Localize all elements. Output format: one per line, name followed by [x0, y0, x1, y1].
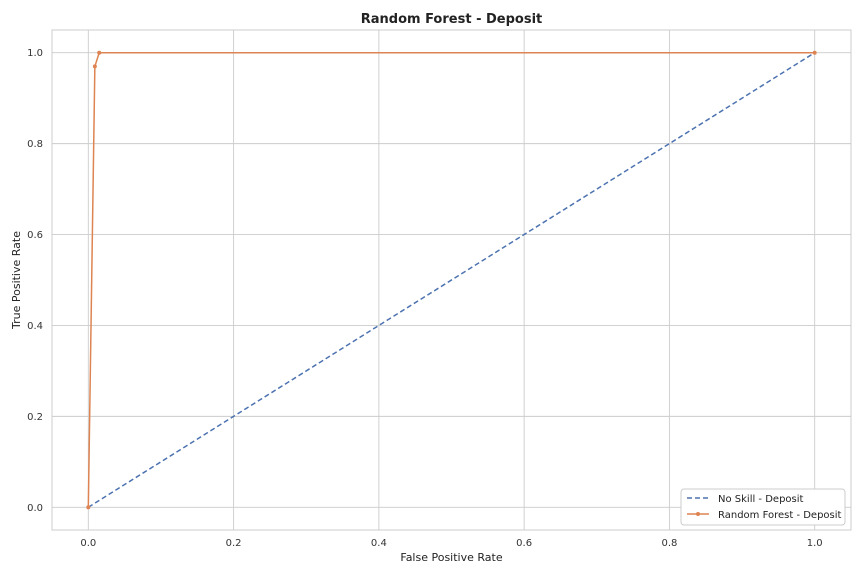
tick-labels: 0.0 0.2 0.4 0.6 0.8 1.0 0.0 0.2 0.4 0.6 0.8 1.0: [27, 48, 823, 549]
y-tick-label: 0.8: [27, 139, 43, 150]
x-axis-label: False Positive Rate: [400, 551, 502, 564]
y-tick-label: 0.6: [27, 230, 43, 241]
legend-marker-random-forest: [696, 512, 700, 516]
x-tick-label: 0.2: [226, 538, 242, 549]
x-tick-label: 1.0: [807, 538, 823, 549]
y-tick-label: 0.0: [27, 503, 43, 514]
x-tick-label: 0.8: [661, 538, 677, 549]
y-tick-label: 0.4: [27, 321, 43, 332]
series-point: [92, 64, 97, 69]
legend: No Skill - Deposit Random Forest - Depos…: [680, 488, 846, 526]
legend-label-random-forest: Random Forest - Deposit: [718, 510, 842, 521]
axes-frame: [51, 29, 852, 531]
y-tick-label: 1.0: [27, 48, 43, 59]
series-point: [812, 50, 817, 55]
x-tick-label: 0.4: [371, 538, 387, 549]
y-axis-label: True Positive Rate: [10, 231, 23, 330]
plot-series: [86, 50, 817, 510]
x-tick-label: 0.6: [516, 538, 532, 549]
x-tick-label: 0.0: [80, 538, 96, 549]
series-line-0: [87, 52, 816, 508]
series-point: [86, 505, 91, 510]
legend-label-no-skill: No Skill - Deposit: [718, 494, 804, 505]
grid-lines: [52, 30, 851, 530]
y-tick-label: 0.2: [27, 412, 43, 423]
series-point: [97, 50, 102, 55]
chart-title: Random Forest - Deposit: [361, 12, 543, 27]
legend-box: [680, 488, 846, 526]
series-line-1: [87, 51, 815, 508]
